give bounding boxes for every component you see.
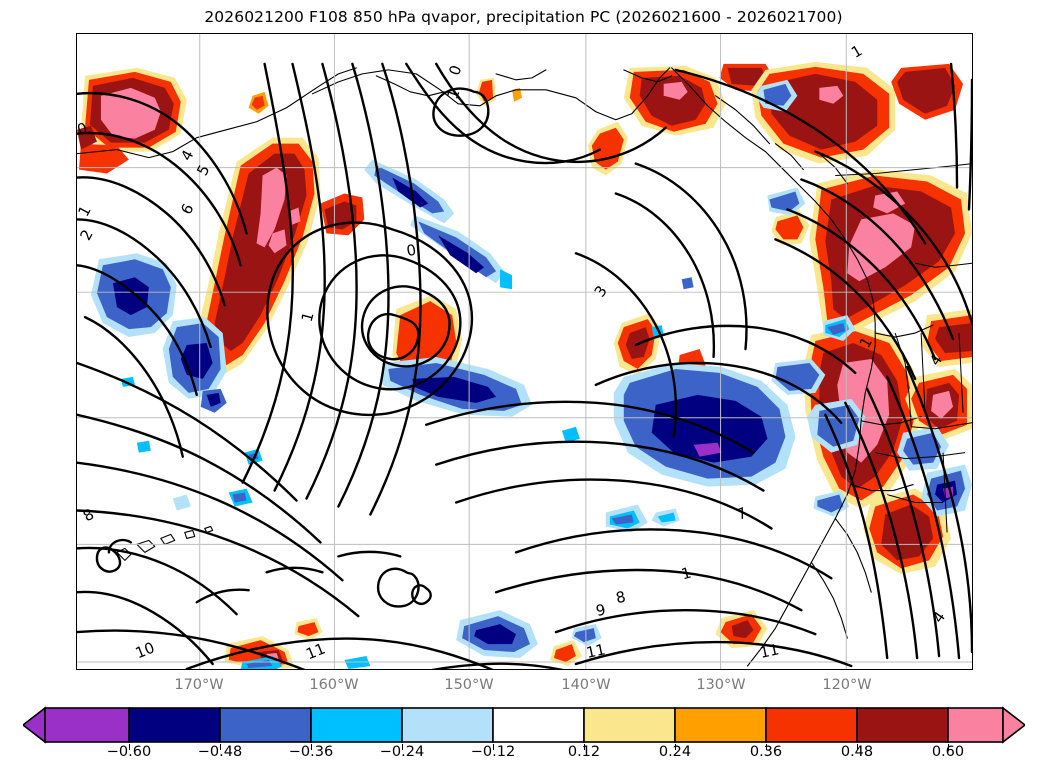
colorbar-label-4: −0.12: [470, 744, 516, 760]
contour-label-10: 10: [133, 639, 157, 663]
map-gridlines: [77, 34, 972, 669]
colorbar-tick-4: [493, 744, 494, 750]
lon-tick-150w: 150°W: [444, 677, 494, 693]
colorbar-seg-9: [856, 707, 949, 743]
contour-label-4c: 4: [929, 608, 949, 626]
colorbar-seg-4: [401, 707, 494, 743]
colorbar-label-7: 0.36: [749, 744, 783, 760]
colorbar-tick-2: [311, 744, 312, 750]
figure-title: 2026021200 F108 850 hPa qvapor, precipit…: [204, 8, 843, 26]
colorbar-tick-8: [857, 744, 858, 750]
contour-label-2: 2: [77, 227, 97, 244]
lon-tick-160w: 160°W: [309, 677, 359, 693]
colorbar-label-0: −0.60: [106, 744, 152, 760]
colorbar-tick-labels: −0.60 −0.48 −0.36 −0.24 −0.12 0.12 0.24 …: [0, 744, 1047, 766]
colorbar-tick-1: [220, 744, 221, 750]
colorbar-seg-2: [219, 707, 312, 743]
contour-label-5: 5: [193, 162, 213, 179]
colorbar-seg-10: [947, 707, 1004, 743]
colorbar-seg-0: [44, 707, 130, 743]
contour-label-6: 6: [177, 201, 197, 218]
contour-label-1c: 1: [298, 310, 318, 324]
contour-label-1d: 1: [848, 41, 865, 61]
contour-label-8b: 8: [614, 588, 627, 608]
map-canvas: 0 1 0 1 2 4 5 6 1 0 3 1 4 7 1 8 9: [77, 34, 972, 669]
colorbar-seg-5: [492, 707, 585, 743]
colorbar-label-1: −0.48: [197, 744, 243, 760]
colorbar[interactable]: [23, 706, 1025, 744]
contour-label-11b: 11: [585, 640, 607, 662]
contour-label-3: 3: [591, 282, 611, 300]
contour-label-11: 11: [303, 640, 327, 664]
precip-pc-shading: [77, 61, 972, 669]
colorbar-extend-min: [23, 706, 46, 744]
colorbar-tick-5: [584, 744, 585, 750]
colorbar-label-2: −0.36: [288, 744, 334, 760]
colorbar-tick-7: [766, 744, 767, 750]
colorbar-label-9: 0.60: [931, 744, 965, 760]
colorbar-extend-max: [1002, 706, 1025, 744]
contour-label-11c: 11: [758, 640, 780, 662]
qvapor-contours: [77, 62, 972, 669]
lon-tick-130w: 130°W: [696, 677, 746, 693]
colorbar-seg-3: [310, 707, 403, 743]
colorbar-label-3: −0.24: [379, 744, 425, 760]
colorbar-seg-6: [583, 707, 676, 743]
colorbar-swatches: [23, 706, 1025, 744]
colorbar-label-8: 0.48: [840, 744, 874, 760]
colorbar-label-5: 0.12: [567, 744, 601, 760]
contour-label-4: 4: [177, 147, 197, 164]
map-axes[interactable]: 0 1 0 1 2 4 5 6 1 0 3 1 4 7 1 8 9: [76, 33, 973, 670]
contour-label-9: 9: [594, 600, 607, 620]
colorbar-seg-8: [765, 707, 858, 743]
contour-label-1b: 1: [77, 203, 95, 220]
contour-label-8: 8: [80, 505, 97, 525]
colorbar-tick-9: [948, 744, 949, 750]
contour-label-0: 0: [445, 63, 465, 78]
lon-tick-120w: 120°W: [822, 677, 872, 693]
contour-label-1e: 1: [679, 564, 693, 584]
lon-tick-170w: 170°W: [174, 677, 224, 693]
colorbar-tick-3: [402, 744, 403, 750]
lon-tick-140w: 140°W: [561, 677, 611, 693]
colorbar-tick-6: [675, 744, 676, 750]
colorbar-tick-0: [129, 744, 130, 750]
colorbar-seg-7: [674, 707, 767, 743]
colorbar-label-6: 0.24: [658, 744, 692, 760]
colorbar-seg-1: [128, 707, 221, 743]
contour-label-0c: 0: [405, 241, 418, 260]
